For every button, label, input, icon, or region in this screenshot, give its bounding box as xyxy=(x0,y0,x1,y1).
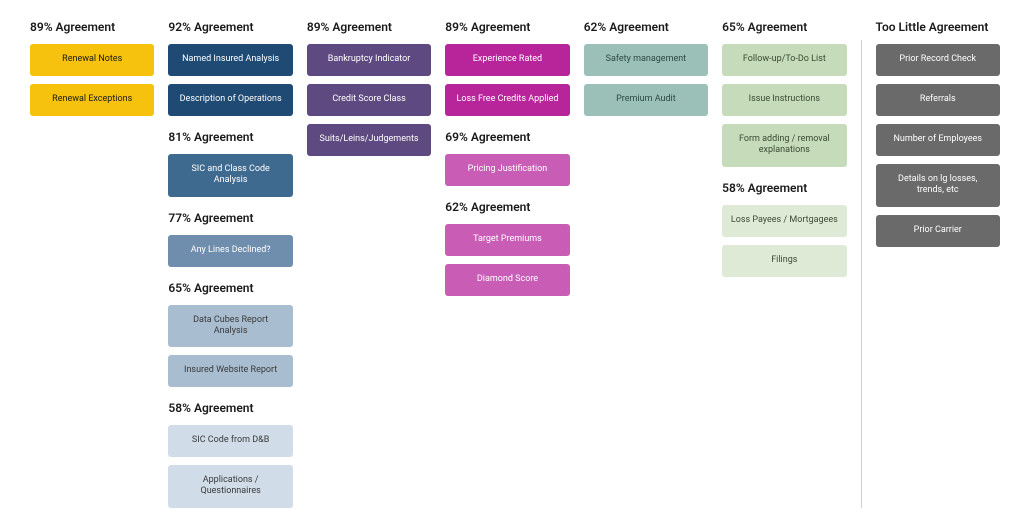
agreement-card[interactable]: Named Insured Analysis xyxy=(168,44,292,76)
group-title: 89% Agreement xyxy=(445,20,569,34)
agreement-card[interactable]: Applications / Questionnaires xyxy=(168,465,292,508)
agreement-card[interactable]: Safety management xyxy=(584,44,708,76)
agreement-card[interactable]: Description of Operations xyxy=(168,84,292,116)
agreement-card[interactable]: Loss Free Credits Applied xyxy=(445,84,569,116)
agreement-group: 65% Agreement Follow-up/To-Do List Issue I… xyxy=(722,20,846,167)
agreement-group: 62% Agreement Target Premiums Diamond Scor… xyxy=(445,200,569,296)
agreement-group: Too Little Agreement Prior Record Check Re… xyxy=(876,20,1000,247)
agreement-card[interactable]: Details on lg losses, trends, etc xyxy=(876,164,1000,207)
agreement-group: 65% Agreement Data Cubes Report Analysis I… xyxy=(168,281,292,388)
group-title: 81% Agreement xyxy=(168,130,292,144)
agreement-card[interactable]: Follow-up/To-Do List xyxy=(722,44,846,76)
board-column: 62% Agreement Safety management Premium Au… xyxy=(584,20,708,116)
agreement-card[interactable]: Data Cubes Report Analysis xyxy=(168,305,292,348)
agreement-card[interactable]: Diamond Score xyxy=(445,264,569,296)
board-column: 89% Agreement Bankruptcy Indicator Credit … xyxy=(307,20,431,156)
group-title: 65% Agreement xyxy=(168,281,292,295)
column-divider xyxy=(861,40,862,508)
board-column: 65% Agreement Follow-up/To-Do List Issue I… xyxy=(722,20,846,277)
agreement-group: 89% Agreement Bankruptcy Indicator Credit … xyxy=(307,20,431,156)
board-column: 89% Agreement Experience Rated Loss Free C… xyxy=(445,20,569,296)
group-title: 62% Agreement xyxy=(445,200,569,214)
agreement-card[interactable]: Prior Record Check xyxy=(876,44,1000,76)
agreement-card[interactable]: Loss Payees / Mortgagees xyxy=(722,205,846,237)
group-title: 58% Agreement xyxy=(722,181,846,195)
board-column: Too Little Agreement Prior Record Check Re… xyxy=(876,20,1000,247)
agreement-board: 89% Agreement Renewal Notes Renewal Except… xyxy=(30,20,1000,508)
agreement-card[interactable]: Renewal Notes xyxy=(30,44,154,76)
group-title: 89% Agreement xyxy=(30,20,154,34)
agreement-card[interactable]: Filings xyxy=(722,245,846,277)
agreement-card[interactable]: Premium Audit xyxy=(584,84,708,116)
group-title: 65% Agreement xyxy=(722,20,846,34)
agreement-card[interactable]: Any Lines Declined? xyxy=(168,235,292,267)
agreement-group: 92% Agreement Named Insured Analysis Descr… xyxy=(168,20,292,116)
agreement-card[interactable]: Insured Website Report xyxy=(168,355,292,387)
agreement-card[interactable]: Renewal Exceptions xyxy=(30,84,154,116)
agreement-card[interactable]: Referrals xyxy=(876,84,1000,116)
agreement-group: 62% Agreement Safety management Premium Au… xyxy=(584,20,708,116)
agreement-card[interactable]: Issue Instructions xyxy=(722,84,846,116)
agreement-group: 58% Agreement Loss Payees / Mortgagees Fil… xyxy=(722,181,846,277)
agreement-group: 89% Agreement Experience Rated Loss Free C… xyxy=(445,20,569,116)
agreement-card[interactable]: Credit Score Class xyxy=(307,84,431,116)
agreement-card[interactable]: Number of Employees xyxy=(876,124,1000,156)
board-column: 89% Agreement Renewal Notes Renewal Except… xyxy=(30,20,154,116)
agreement-card[interactable]: Form adding / removal explanations xyxy=(722,124,846,167)
group-title: 69% Agreement xyxy=(445,130,569,144)
agreement-group: 77% Agreement Any Lines Declined? xyxy=(168,211,292,267)
group-title: 92% Agreement xyxy=(168,20,292,34)
agreement-card[interactable]: SIC Code from D&B xyxy=(168,425,292,457)
group-title: 89% Agreement xyxy=(307,20,431,34)
board-column: 92% Agreement Named Insured Analysis Descr… xyxy=(168,20,292,508)
agreement-card[interactable]: Suits/Leins/Judgements xyxy=(307,124,431,156)
agreement-card[interactable]: Prior Carrier xyxy=(876,215,1000,247)
agreement-group: 58% Agreement SIC Code from D&B Applicatio… xyxy=(168,401,292,508)
group-title: Too Little Agreement xyxy=(876,20,1000,34)
group-title: 58% Agreement xyxy=(168,401,292,415)
agreement-card[interactable]: Pricing Justification xyxy=(445,154,569,186)
group-title: 62% Agreement xyxy=(584,20,708,34)
agreement-card[interactable]: Target Premiums xyxy=(445,224,569,256)
agreement-card[interactable]: Experience Rated xyxy=(445,44,569,76)
agreement-card[interactable]: Bankruptcy Indicator xyxy=(307,44,431,76)
agreement-group: 69% Agreement Pricing Justification xyxy=(445,130,569,186)
agreement-group: 81% Agreement SIC and Class Code Analysis xyxy=(168,130,292,197)
group-title: 77% Agreement xyxy=(168,211,292,225)
agreement-group: 89% Agreement Renewal Notes Renewal Except… xyxy=(30,20,154,116)
agreement-card[interactable]: SIC and Class Code Analysis xyxy=(168,154,292,197)
